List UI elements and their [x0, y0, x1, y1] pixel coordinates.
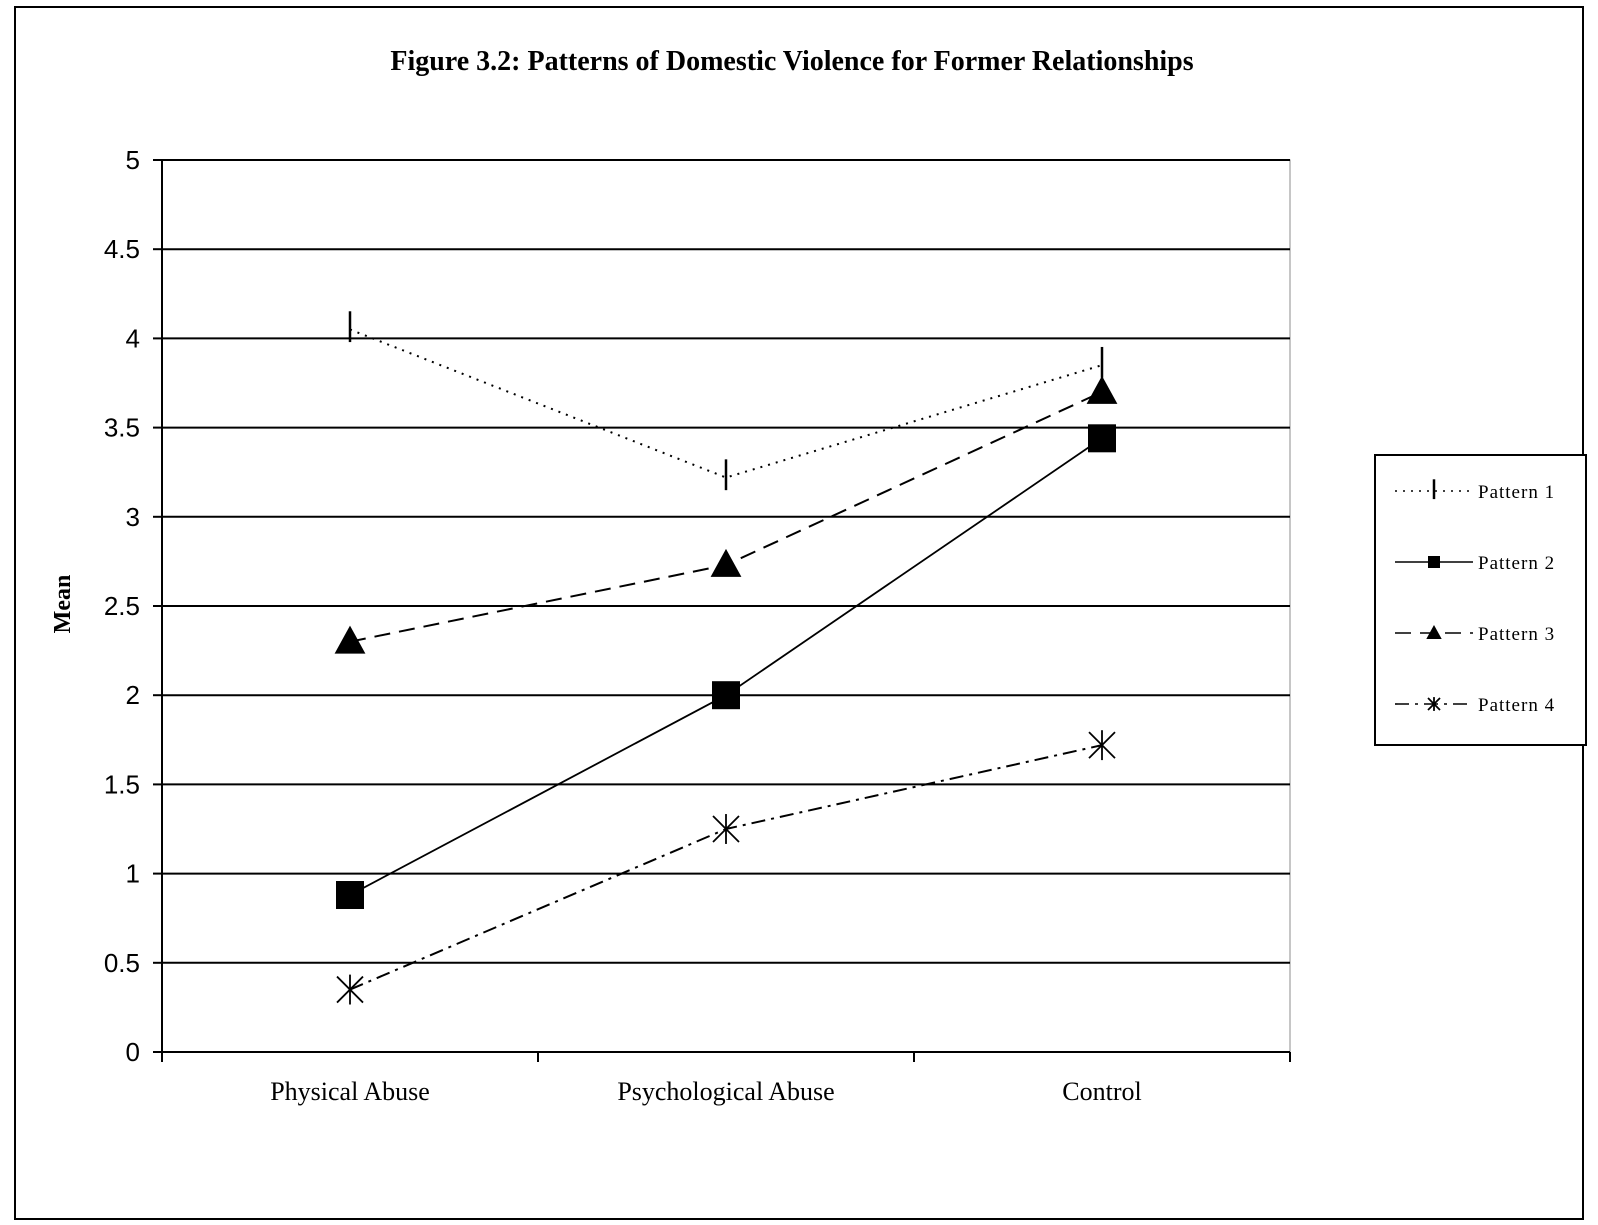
chart-frame	[14, 6, 1584, 1220]
legend-marker	[1428, 556, 1440, 568]
marker-square	[712, 681, 740, 710]
x-tick-label: Physical Abuse	[270, 1077, 430, 1106]
y-tick-label: 4.5	[104, 234, 140, 264]
y-tick-label: 2.5	[104, 591, 140, 621]
x-tick-label: Control	[1062, 1077, 1141, 1106]
data-point-pattern-3	[334, 625, 366, 654]
series-line-pattern-4	[349, 744, 1103, 991]
data-point-pattern-2	[336, 881, 364, 910]
data-point-pattern-4	[1088, 730, 1116, 761]
y-tick-label: 1.5	[104, 769, 140, 799]
marker-triangle	[1426, 624, 1442, 639]
data-point-pattern-3	[1086, 375, 1118, 404]
marker-square	[1428, 556, 1440, 568]
legend-marker	[1426, 624, 1442, 639]
data-point-pattern-2	[1088, 424, 1116, 453]
chart-title: Figure 3.2: Patterns of Domestic Violenc…	[390, 46, 1193, 77]
x-tick-label: Psychological Abuse	[617, 1077, 834, 1106]
series-line-pattern-1	[349, 328, 1103, 479]
legend-label: Pattern 4	[1478, 695, 1555, 716]
legend-label: Pattern 2	[1478, 553, 1555, 574]
marker-triangle	[334, 625, 366, 654]
data-point-pattern-4	[712, 814, 740, 844]
marker-triangle	[1086, 375, 1118, 404]
legend-box	[1374, 454, 1587, 746]
y-tick-label: 0	[126, 1037, 140, 1067]
legend-marker	[1427, 697, 1441, 711]
y-tick-label: 5	[126, 145, 140, 175]
marker-triangle	[710, 548, 742, 577]
legend: Pattern 1 Pattern 2 Pattern 3 Pattern 4	[1374, 454, 1587, 746]
data-point-pattern-2	[712, 681, 740, 710]
data-point-pattern-3	[710, 548, 742, 577]
legend-label: Pattern 3	[1478, 624, 1555, 645]
legend-label: Pattern 1	[1478, 482, 1555, 503]
y-tick-label: 2	[126, 680, 140, 710]
y-tick-label: 0.5	[104, 948, 140, 978]
y-tick-label: 3	[126, 502, 140, 532]
marker-square	[1088, 424, 1116, 453]
y-tick-label: 4	[126, 323, 140, 353]
y-tick-label: 3.5	[104, 413, 140, 443]
y-axis-label: Mean	[50, 575, 76, 634]
plot-area: 0 0.5 1 1.5 2 2.5 3 3.5 4 4.5 5 Physical Abuse Psych…	[104, 145, 1291, 1106]
y-tick-label: 1	[126, 859, 140, 889]
data-point-pattern-4	[336, 974, 364, 1005]
marker-square	[336, 881, 364, 910]
